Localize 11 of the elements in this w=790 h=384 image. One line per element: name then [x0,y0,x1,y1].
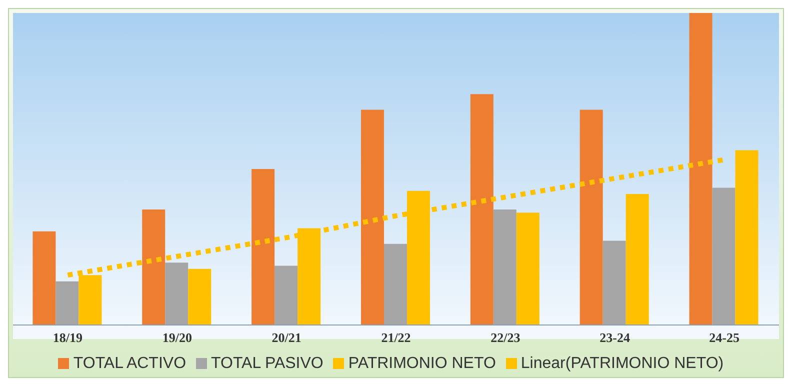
x-tick-label: 22/23 [490,330,521,346]
legend-label: PATRIMONIO NETO [348,355,496,372]
legend-label: TOTAL PASIVO [211,355,324,372]
x-tick-label: 18/19 [52,330,84,346]
legend-label: Linear(PATRIMONIO NETO) [520,355,724,372]
x-tick-label: 21/22 [381,330,411,346]
x-tick-label: 24-25 [709,330,740,346]
x-tick-label: 23-24 [600,330,631,346]
x-tick-label: 19/20 [162,330,192,346]
legend-label: TOTAL ACTIVO [73,355,186,372]
x-tick-label: 20/21 [272,330,302,346]
